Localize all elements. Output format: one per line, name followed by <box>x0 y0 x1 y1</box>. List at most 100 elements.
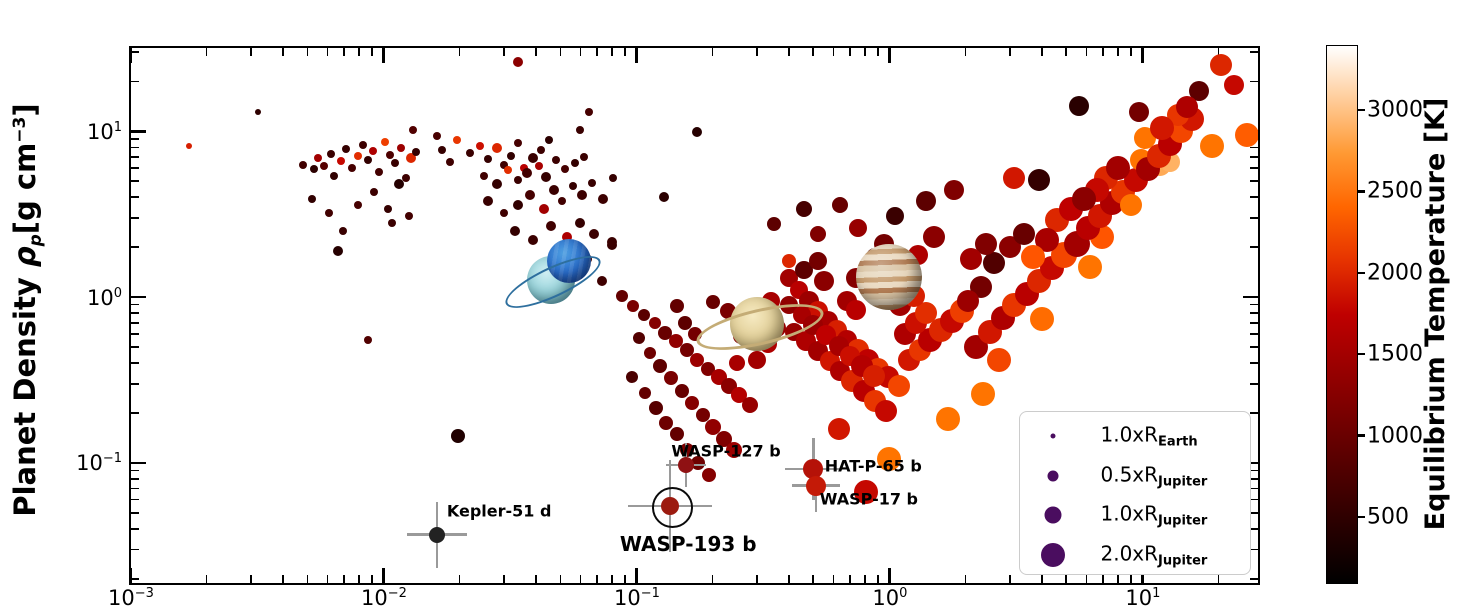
y-minor-tick <box>1249 362 1258 364</box>
size-legend: 1.0xREarth 0.5xRJupiter 1.0xRJupiter 2.0xRJ… <box>1018 410 1251 575</box>
scatter-point <box>500 160 509 169</box>
y-tick-label: 100 <box>86 285 122 310</box>
x-minor-tick <box>1117 574 1119 583</box>
x-tick-label: 101 <box>1125 586 1161 610</box>
x-minor-tick <box>371 47 373 56</box>
y-minor-tick <box>1249 548 1258 551</box>
scatter-point <box>406 152 417 163</box>
y-minor-tick <box>130 146 139 149</box>
scatter-point <box>944 180 965 201</box>
x-minor-tick <box>849 574 852 583</box>
legend-marker-dot <box>1047 470 1058 481</box>
x-major-tick <box>382 567 385 583</box>
x-minor-tick <box>1130 47 1132 56</box>
colorbar-tick-label: 2000 <box>1367 260 1423 286</box>
y-tick-label: 10−1 <box>76 451 122 476</box>
x-major-tick <box>1141 567 1144 583</box>
scatter-point <box>680 442 695 457</box>
x-minor-tick <box>282 574 284 583</box>
x-minor-tick <box>1085 47 1088 56</box>
x-minor-tick <box>787 47 790 56</box>
scatter-point <box>380 138 389 147</box>
scatter-point <box>957 289 980 312</box>
scatter-point <box>330 171 339 180</box>
y-minor-tick <box>130 412 139 414</box>
x-minor-tick <box>1117 47 1119 56</box>
colorbar-tick-label: 3000 <box>1367 97 1423 123</box>
scatter-point <box>558 196 567 205</box>
scatter-point <box>1223 75 1244 96</box>
colorbar-tick-label: 500 <box>1367 504 1409 530</box>
scatter-point <box>959 247 982 270</box>
y-minor-tick <box>130 80 139 83</box>
scatter-point <box>846 299 867 320</box>
annotated-planet-point <box>805 475 826 496</box>
scatter-point <box>453 136 462 145</box>
scatter-point <box>983 252 1006 275</box>
x-minor-tick <box>611 574 613 583</box>
scatter-point <box>832 196 849 213</box>
legend-item-label: 1.0xREarth <box>1100 422 1198 450</box>
y-minor-tick <box>130 478 139 480</box>
x-major-tick <box>888 47 891 63</box>
x-minor-tick <box>250 574 252 583</box>
y-minor-tick <box>1249 487 1258 490</box>
scatter-point <box>438 146 447 155</box>
scatter-point <box>796 200 813 217</box>
scatter-point <box>484 155 493 164</box>
x-tick-label: 10−3 <box>108 586 154 610</box>
y-minor-tick <box>1249 578 1258 580</box>
x-minor-tick <box>559 47 562 56</box>
scatter-point <box>513 138 522 147</box>
scatter-point <box>627 300 640 313</box>
x-minor-tick <box>849 47 852 56</box>
scatter-point <box>404 211 413 220</box>
x-minor-tick <box>343 47 346 56</box>
x-minor-tick <box>832 47 835 56</box>
saturn-icon <box>729 297 784 352</box>
annotation-label: WASP-193 b <box>619 531 757 556</box>
scatter-point <box>383 204 392 213</box>
scatter-point <box>585 108 594 117</box>
scatter-point <box>396 144 405 153</box>
scatter-point <box>748 350 767 369</box>
scatter-point <box>1150 115 1175 140</box>
scatter-point <box>729 355 746 372</box>
x-minor-tick <box>864 47 866 56</box>
x-minor-tick <box>812 574 815 583</box>
scatter-point <box>512 57 523 68</box>
scatter-point <box>309 165 318 174</box>
x-tick-label: 10−2 <box>361 586 407 610</box>
y-minor-tick <box>1249 333 1258 335</box>
scatter-point <box>670 299 685 314</box>
scatter-point <box>575 217 586 228</box>
scatter-point <box>541 171 552 182</box>
scatter-point <box>915 302 938 325</box>
annotation-label: HAT-P-65 b <box>824 456 922 476</box>
x-major-tick <box>635 567 638 583</box>
x-minor-tick <box>250 47 252 56</box>
scatter-point <box>741 396 758 413</box>
scatter-point <box>658 325 673 340</box>
x-minor-tick <box>877 47 879 56</box>
scatter-point <box>1175 96 1198 119</box>
legend-item-label: 0.5xRJupiter <box>1100 462 1208 489</box>
scatter-point <box>570 159 579 168</box>
x-tick-label: 100 <box>872 586 908 610</box>
scatter-point <box>781 254 796 269</box>
y-tick-label: 101 <box>86 119 122 144</box>
scatter-point <box>390 159 399 168</box>
scatter-point <box>1072 187 1097 212</box>
plot-area: Kepler-51 d WASP-193 b WASP-127 b HAT-P-65 … <box>128 45 1260 585</box>
y-minor-tick <box>1249 412 1258 414</box>
colorbar-tick <box>1357 352 1365 356</box>
x-minor-tick <box>596 574 599 583</box>
scatter-point <box>643 347 656 359</box>
y-axis-label: Planet Density ρp[g cm−3] <box>8 103 46 517</box>
scatter-point <box>576 125 585 134</box>
scatter-point <box>512 199 523 210</box>
x-major-tick <box>382 47 385 63</box>
x-minor-tick <box>864 574 866 583</box>
scatter-point <box>690 455 705 470</box>
scatter-point <box>1189 81 1210 102</box>
